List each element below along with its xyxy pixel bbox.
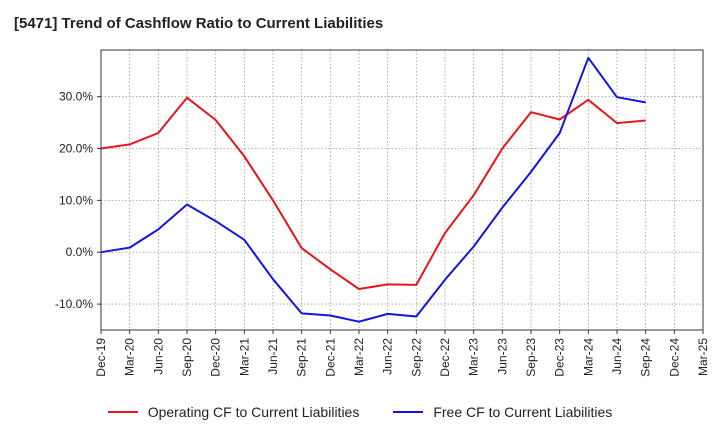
x-tick-label: Mar-20	[123, 338, 137, 376]
legend-item-free: Free CF to Current Liabilities	[393, 404, 612, 420]
x-tick-label: Mar-23	[467, 338, 481, 376]
y-axis-ticks: -10.0% 0.0% 10.0% 20.0% 30.0%	[55, 90, 101, 311]
x-tick-label: Sep-22	[409, 338, 423, 377]
legend-swatch-operating	[107, 411, 138, 413]
x-tick-label: Dec-22	[438, 338, 452, 377]
legend-swatch-free	[393, 411, 424, 413]
x-tick-label: Jun-21	[266, 338, 280, 375]
legend-item-operating: Operating CF to Current Liabilities	[107, 404, 360, 420]
legend-label-free: Free CF to Current Liabilities	[433, 404, 613, 420]
x-tick-label: Sep-21	[295, 338, 309, 377]
x-tick-label: Dec-20	[209, 338, 223, 377]
x-tick-label: Dec-21	[323, 338, 337, 377]
x-tick-label: Dec-23	[553, 338, 567, 377]
x-tick-label: Jun-20	[151, 338, 165, 375]
legend: Operating CF to Current Liabilities Free…	[0, 404, 720, 420]
y-tick-label: 0.0%	[66, 245, 94, 259]
x-tick-label: Dec-19	[94, 338, 108, 377]
x-tick-label: Sep-23	[524, 338, 538, 377]
chart-title: [5471] Trend of Cashflow Ratio to Curren…	[14, 15, 384, 32]
y-tick-label: -10.0%	[55, 297, 93, 311]
y-tick-label: 20.0%	[59, 142, 93, 156]
y-tick-label: 10.0%	[59, 193, 93, 207]
x-tick-label: Dec-24	[667, 338, 681, 377]
series-line-free	[100, 56, 646, 323]
series-lines	[100, 56, 646, 323]
x-tick-label: Jun-22	[381, 338, 395, 375]
plot-frame	[100, 49, 704, 331]
x-tick-label: Mar-21	[237, 338, 251, 376]
x-tick-label: Jun-23	[495, 338, 509, 375]
x-tick-label: Jun-24	[610, 338, 624, 375]
x-tick-label: Mar-24	[581, 338, 595, 376]
x-tick-label: Mar-25	[696, 338, 710, 376]
x-tick-label: Mar-22	[352, 338, 366, 376]
x-tick-label: Sep-20	[180, 338, 194, 377]
y-tick-label: 30.0%	[59, 90, 93, 104]
x-tick-label: Sep-24	[639, 338, 653, 377]
legend-label-operating: Operating CF to Current Liabilities	[147, 404, 360, 420]
series-line-operating	[100, 96, 646, 290]
x-axis-ticks: Dec-19 Mar-20 Jun-20 Sep-20 Dec-20 Mar-21 Jun-…	[94, 330, 710, 377]
